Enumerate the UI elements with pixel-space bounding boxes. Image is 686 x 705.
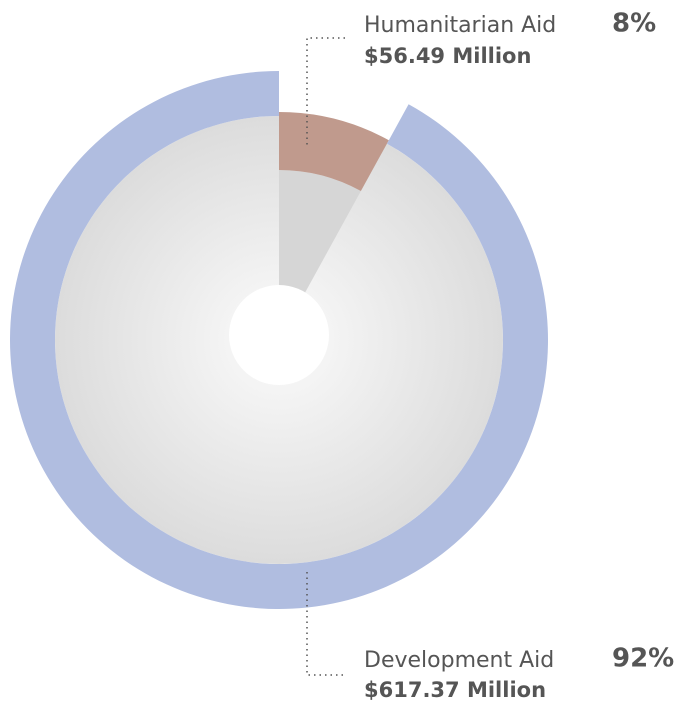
category-label: Development Aid [364, 648, 554, 673]
category-label: Humanitarian Aid [364, 13, 556, 38]
amount-label: $56.49 Million [364, 44, 531, 68]
amount-label: $617.37 Million [364, 678, 546, 702]
value-label: 8% [612, 9, 656, 39]
value-label: 92% [612, 644, 674, 674]
center-hole [229, 285, 329, 385]
leader-line [306, 572, 345, 676]
slice [279, 112, 389, 192]
